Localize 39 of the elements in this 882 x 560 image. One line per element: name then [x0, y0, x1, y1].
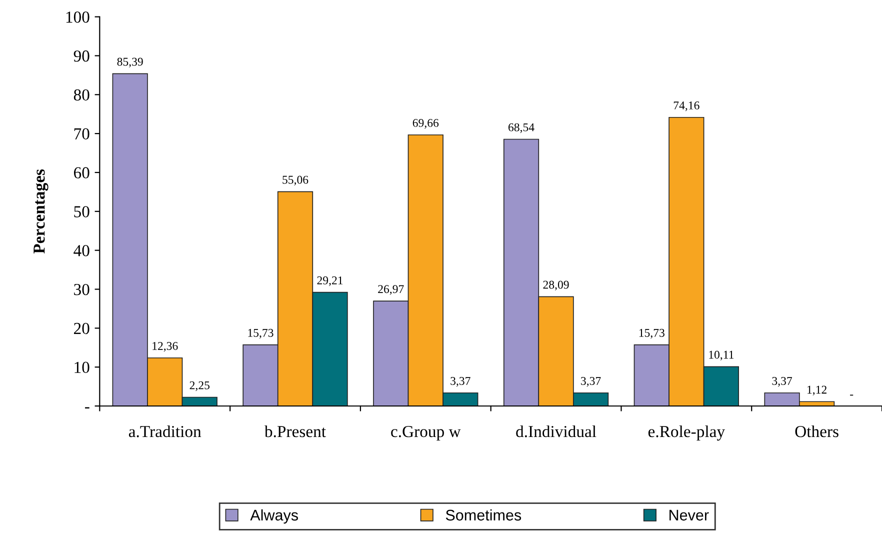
data-label: 85,39: [117, 58, 143, 68]
data-label: 15,73: [248, 328, 274, 339]
data-label: 28,09: [543, 280, 569, 290]
legend-label: Always: [250, 509, 298, 524]
data-label: 29,21: [317, 276, 343, 286]
x-tick-label: b.Present: [264, 425, 326, 438]
x-tick-label: e.Role-play: [648, 425, 725, 441]
y-axis-title: Percentages: [34, 169, 48, 254]
y-tick-label: 80: [74, 89, 90, 101]
y-tick-label: 10: [74, 362, 90, 374]
x-tick-label: a.Tradition: [128, 425, 202, 438]
y-tick-label: 100: [66, 12, 90, 23]
data-label: 69,66: [412, 118, 439, 129]
legend-label: Never: [670, 510, 709, 521]
data-label: 3,37: [772, 376, 792, 387]
data-label: 10,11: [709, 350, 734, 360]
legend-label: Sometimes: [446, 509, 522, 521]
data-label: 74,16: [674, 101, 700, 112]
data-label: 2,25: [190, 381, 210, 391]
y-tick-label: 70: [74, 128, 90, 140]
y-tick-label: -: [85, 407, 90, 408]
y-tick-label: 20: [74, 322, 90, 334]
data-label: 55,06: [282, 176, 308, 186]
data-label: 12,36: [152, 342, 178, 352]
data-label: 3,37: [581, 376, 601, 387]
y-tick-label: 50: [74, 206, 90, 218]
data-label: 68,54: [508, 123, 534, 133]
x-tick-label: Others: [795, 425, 838, 438]
data-label: 26,97: [378, 285, 404, 295]
data-label: 15,73: [639, 328, 664, 339]
y-tick-label: 40: [74, 245, 90, 256]
data-label: 3,37: [450, 376, 470, 387]
y-tick-label: 60: [74, 167, 90, 178]
y-tick-label: 30: [74, 284, 90, 296]
x-tick-label: c.Group w: [391, 426, 461, 441]
data-label: 1,12: [808, 386, 826, 396]
x-tick-label: d.Individual: [516, 425, 596, 438]
data-label: -: [850, 394, 854, 396]
y-tick-label: 90: [74, 50, 90, 62]
